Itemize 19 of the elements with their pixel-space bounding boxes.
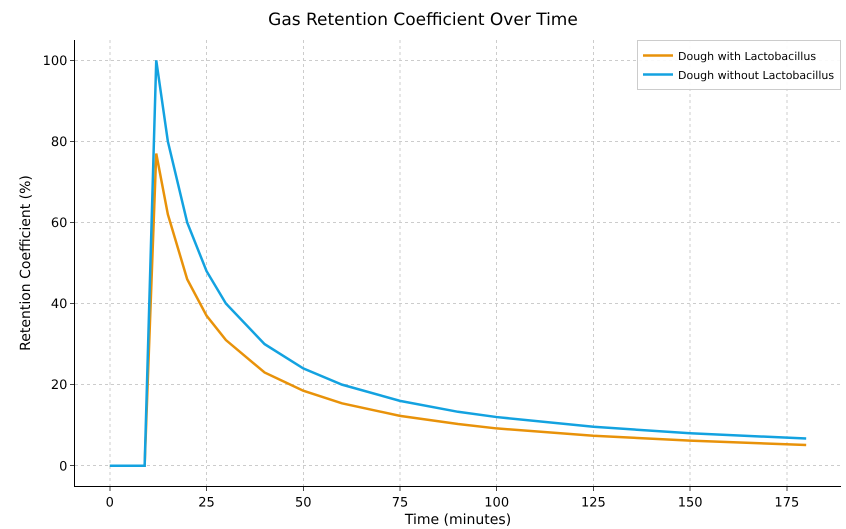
legend-label: Dough with Lactobacillus <box>678 50 816 63</box>
x-tick-label: 100 <box>484 496 510 511</box>
y-tick-label: 20 <box>50 378 68 394</box>
y-tick-label: 40 <box>50 297 68 312</box>
chart-title: Gas Retention Coefficient Over Time <box>268 10 578 30</box>
x-tick-label: 25 <box>198 496 215 511</box>
y-tick-label: 100 <box>42 54 68 69</box>
x-tick-label: 125 <box>580 496 606 511</box>
x-tick-label: 50 <box>294 496 312 511</box>
x-tick-label: 150 <box>678 496 703 511</box>
x-tick-label: 0 <box>106 496 114 511</box>
y-tick-label: 60 <box>50 216 68 231</box>
x-tick-label: 75 <box>392 496 408 511</box>
legend-label: Dough without Lactobacillus <box>678 68 834 82</box>
x-axis-title: Time (minutes) <box>404 512 512 528</box>
x-tick-label: 175 <box>774 496 800 511</box>
y-tick-label: 0 <box>59 459 68 474</box>
y-axis-title: Retention Coefficient (%) <box>18 175 34 351</box>
y-tick-label: 80 <box>50 134 68 150</box>
